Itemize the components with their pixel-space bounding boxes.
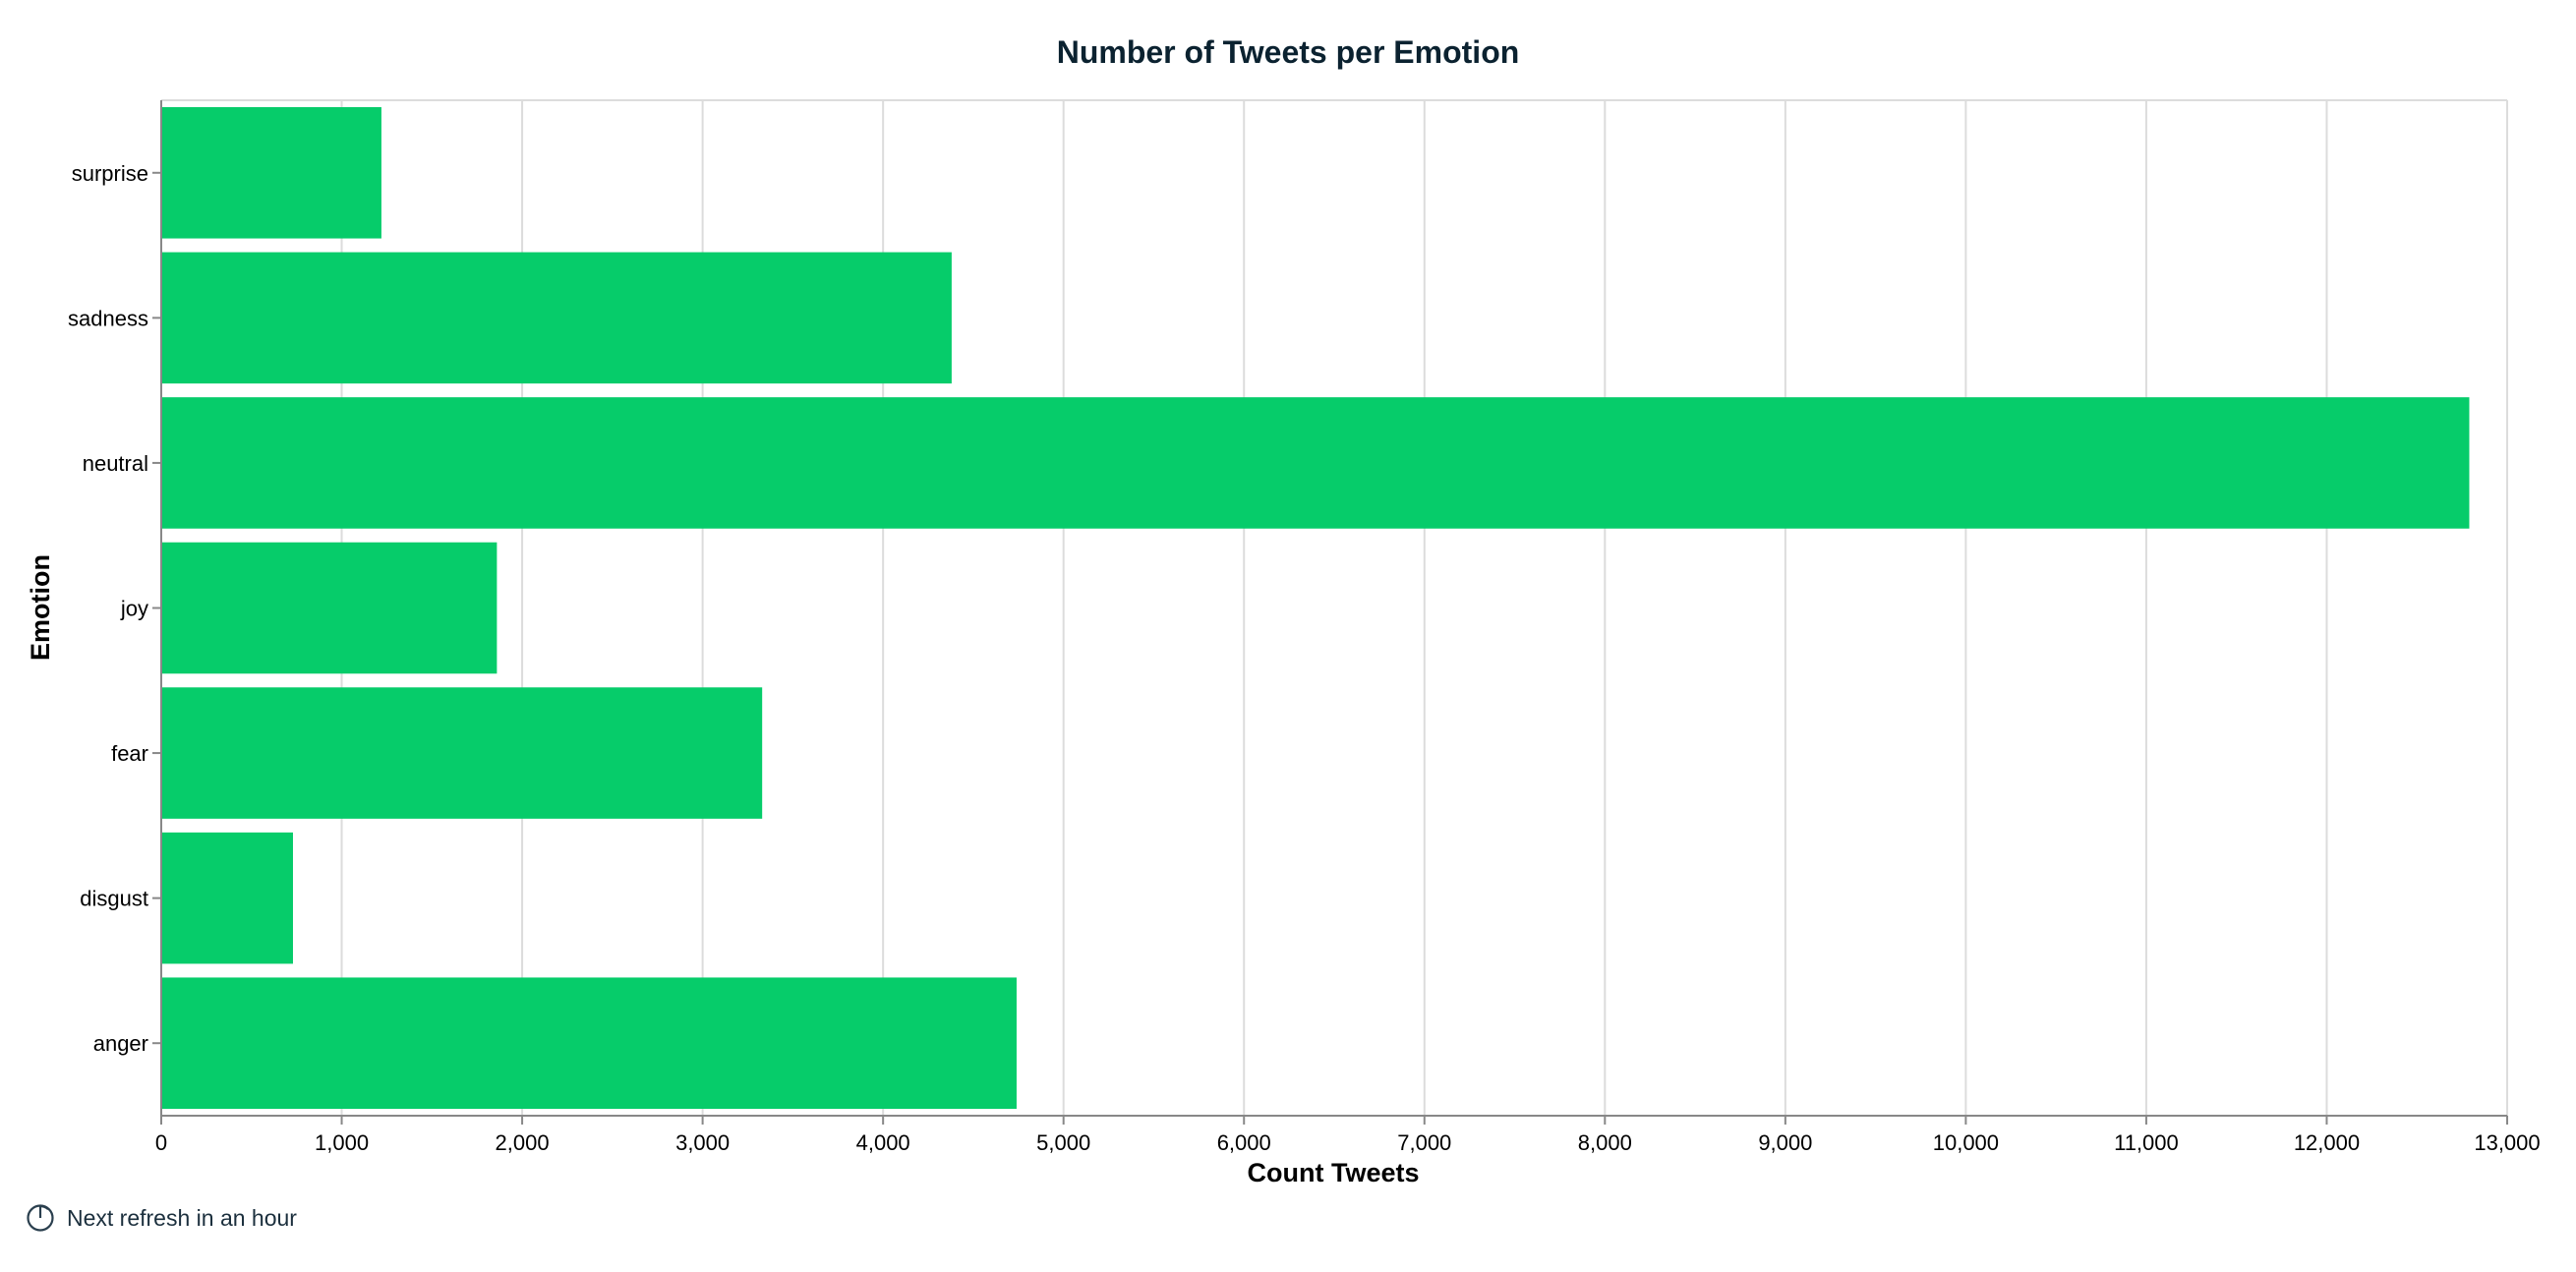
y-axis-title: Emotion: [26, 554, 55, 661]
timer-icon: [27, 1204, 54, 1232]
grid: [161, 99, 2508, 1116]
x-tick-label: 0: [155, 1130, 167, 1155]
x-axis-title: Count Tweets: [1248, 1158, 1420, 1187]
x-tick-label: 11,000: [2114, 1130, 2179, 1155]
y-tick-label-anger: anger: [93, 1031, 148, 1056]
y-tick-label-sadness: sadness: [68, 306, 148, 330]
bar-joy: [161, 542, 498, 674]
x-tick-label: 6,000: [1217, 1130, 1271, 1155]
bars: [161, 107, 2470, 1109]
x-tick-label: 10,000: [1933, 1130, 1999, 1155]
refresh-text: Next refresh in an hour: [67, 1204, 297, 1231]
x-tick-label: 4,000: [856, 1130, 910, 1155]
bar-sadness: [161, 252, 952, 384]
x-tick-label: 12,000: [2294, 1130, 2360, 1155]
x-tick-label: 8,000: [1578, 1130, 1632, 1155]
y-tick-label-neutral: neutral: [83, 451, 148, 476]
refresh-status: Next refresh in an hour: [26, 1203, 297, 1233]
x-tick-label: 1,000: [315, 1130, 369, 1155]
bar-fear: [161, 687, 763, 819]
y-tick-label-joy: joy: [120, 597, 148, 621]
x-tick-label: 2,000: [496, 1130, 550, 1155]
x-tick-label: 13,000: [2474, 1130, 2540, 1155]
x-tick-label: 3,000: [675, 1130, 730, 1155]
x-axis: 0 1,000 2,000 3,000 4,000 5,000 6,000 7,000 8,00…: [155, 1115, 2541, 1155]
chart-title: Number of Tweets per Emotion: [1057, 34, 1520, 70]
y-tick-label-surprise: surprise: [72, 161, 148, 186]
x-tick-label: 7,000: [1397, 1130, 1451, 1155]
x-tick-label: 5,000: [1036, 1130, 1090, 1155]
bar-surprise: [161, 107, 381, 239]
bar-neutral: [161, 397, 2470, 529]
y-tick-label-fear: fear: [111, 741, 148, 766]
y-tick-label-disgust: disgust: [80, 887, 148, 911]
y-axis: surprise sadness neutral joy fear disgust ange…: [68, 100, 162, 1116]
x-tick-label: 9,000: [1758, 1130, 1812, 1155]
bar-disgust: [161, 832, 293, 964]
bar-anger: [161, 977, 1017, 1109]
